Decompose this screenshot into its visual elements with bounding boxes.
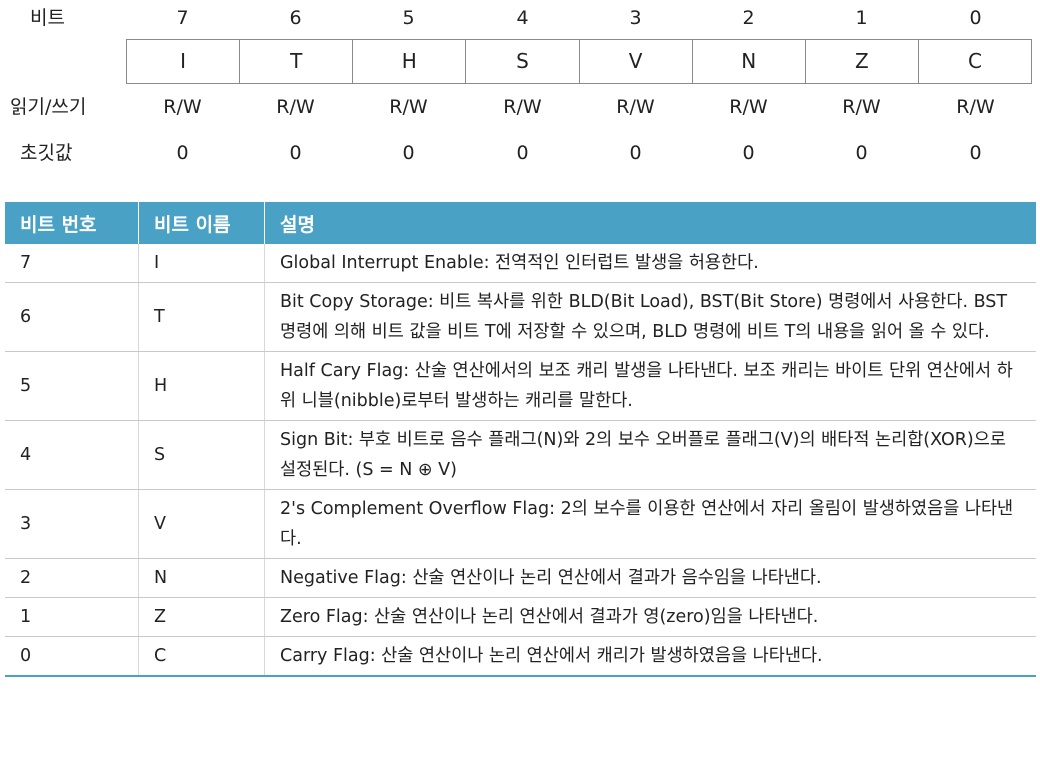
rw-value: R/W: [389, 96, 428, 118]
cell-bit-name: Z: [138, 597, 265, 637]
bit-name-cell: N: [693, 40, 806, 83]
bit-description-table: 비트 번호 비트 이름 설명 7 I Global Interrupt Enab…: [5, 202, 1036, 677]
cell-description: Bit Copy Storage: 비트 복사를 위한 BLD(Bit Load…: [264, 282, 1036, 352]
rw-value: R/W: [956, 96, 995, 118]
cell-bit-name: I: [138, 244, 265, 283]
cell-bit-number: 1: [5, 597, 139, 637]
bit-number: 6: [289, 7, 302, 29]
table-row: 6 T Bit Copy Storage: 비트 복사를 위한 BLD(Bit …: [5, 282, 1036, 352]
cell-description: Zero Flag: 산술 연산이나 논리 연산에서 결과가 영(zero)임을…: [264, 597, 1036, 637]
init-value: 0: [402, 142, 415, 164]
init-value: 0: [855, 142, 868, 164]
rw-value: R/W: [163, 96, 202, 118]
table-row: 4 S Sign Bit: 부호 비트로 음수 플래그(N)와 2의 보수 오버…: [5, 420, 1036, 490]
table-row: 2 N Negative Flag: 산술 연산이나 논리 연산에서 결과가 음…: [5, 558, 1036, 598]
read-write-row: 읽기/쓰기 R/W R/W R/W R/W R/W R/W R/W R/W: [0, 92, 1040, 122]
bit-number-row: 비트 7 6 5 4 3 2 1 0: [0, 3, 1040, 33]
init-value: 0: [516, 142, 529, 164]
header-bit-name: 비트 이름: [138, 202, 265, 244]
cell-bit-name: T: [138, 282, 265, 352]
bit-number: 3: [629, 7, 642, 29]
bit-name-cell: I: [127, 40, 241, 83]
header-bit-number: 비트 번호: [5, 202, 139, 244]
init-value: 0: [176, 142, 189, 164]
bit-name-cell: C: [967, 49, 982, 73]
rw-value: R/W: [276, 96, 315, 118]
cell-bit-number: 3: [5, 489, 139, 559]
cell-description: Carry Flag: 산술 연산이나 논리 연산에서 캐리가 발생하였음을 나…: [280, 646, 823, 666]
cell-description: 2's Complement Overflow Flag: 2의 보수를 이용한…: [264, 489, 1036, 559]
bit-name-cell: V: [580, 40, 693, 83]
cell-bit-number: 6: [5, 282, 139, 352]
bit-name-cell: H: [353, 40, 467, 83]
cell-bit-number: 0: [5, 636, 139, 676]
table-row: 5 H Half Cary Flag: 산술 연산에서의 보조 캐리 발생을 나…: [5, 351, 1036, 421]
cell-bit-name: S: [138, 420, 265, 490]
rw-value: R/W: [503, 96, 542, 118]
table-header-row: 비트 번호 비트 이름 설명: [5, 202, 1036, 244]
bit-number: 7: [176, 7, 189, 29]
rw-row-label: 읽기/쓰기: [10, 96, 87, 118]
init-value: 0: [629, 142, 642, 164]
table-row: 7 I Global Interrupt Enable: 전역적인 인터럽트 발…: [5, 244, 1036, 283]
bit-name-cell: Z: [806, 40, 919, 83]
cell-bit-number: 4: [5, 420, 139, 490]
init-value: 0: [742, 142, 755, 164]
bit-name-cell: S: [466, 40, 580, 83]
header-description: 설명: [264, 202, 1036, 244]
cell-description: Half Cary Flag: 산술 연산에서의 보조 캐리 발생을 나타낸다.…: [264, 351, 1036, 421]
table-row: 0 C Carry Flag: 산술 연산이나 논리 연산에서 캐리가 발생하였…: [5, 636, 1036, 676]
rw-value: R/W: [616, 96, 655, 118]
cell-bit-name: N: [138, 558, 265, 598]
cell-description: Sign Bit: 부호 비트로 음수 플래그(N)와 2의 보수 오버플로 플…: [264, 420, 1036, 490]
rw-value: R/W: [729, 96, 768, 118]
table-row: 3 V 2's Complement Overflow Flag: 2의 보수를…: [5, 489, 1036, 559]
table-row: 1 Z Zero Flag: 산술 연산이나 논리 연산에서 결과가 영(zer…: [5, 597, 1036, 637]
cell-description: Negative Flag: 산술 연산이나 논리 연산에서 결과가 음수임을 …: [264, 558, 1036, 598]
init-value: 0: [969, 142, 982, 164]
bit-row-label: 비트: [30, 7, 65, 29]
bit-number: 1: [855, 7, 868, 29]
cell-bit-number: 2: [5, 558, 139, 598]
rw-value: R/W: [842, 96, 881, 118]
init-row-label: 초깃값: [20, 142, 73, 164]
bit-number: 2: [742, 7, 755, 29]
register-bit-box: I T H S V N Z C: [126, 39, 1032, 84]
cell-bit-number: 5: [5, 351, 139, 421]
bit-number: 0: [969, 7, 982, 29]
cell-bit-number: 7: [5, 244, 139, 283]
cell-description: Global Interrupt Enable: 전역적인 인터럽트 발생을 허…: [264, 244, 1036, 283]
cell-bit-name: C: [138, 636, 265, 676]
bit-number: 4: [516, 7, 529, 29]
bit-name-cell: T: [240, 40, 354, 83]
initial-value-row: 초깃값 0 0 0 0 0 0 0 0: [0, 138, 1040, 168]
cell-bit-name: H: [138, 351, 265, 421]
init-value: 0: [289, 142, 302, 164]
cell-bit-name: V: [138, 489, 265, 559]
bit-number: 5: [402, 7, 415, 29]
